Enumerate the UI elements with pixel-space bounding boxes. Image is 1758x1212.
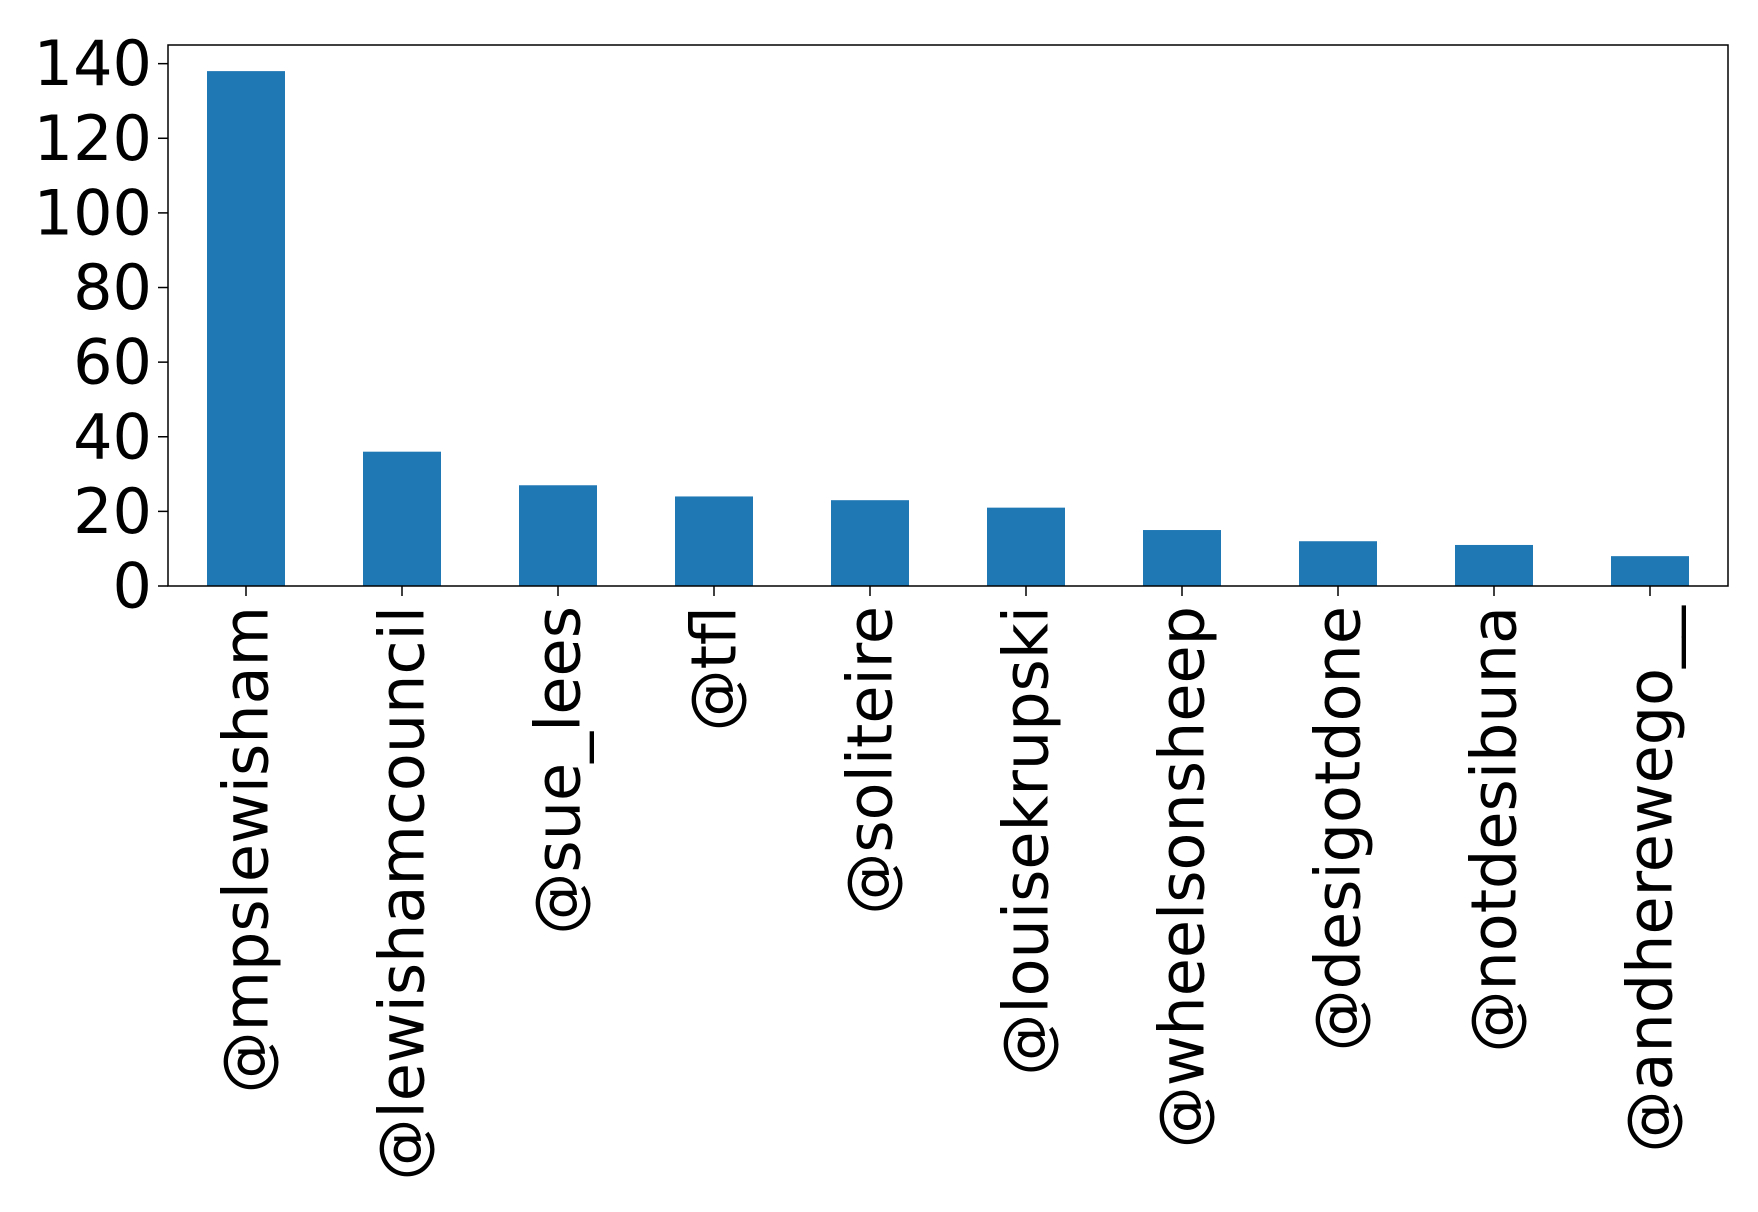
plot-frame — [167, 44, 1729, 587]
bar-wheelsonsheep — [1143, 530, 1221, 586]
x-tick-label: @andherewego__ — [1614, 605, 1687, 1152]
y-tick-label: 100 — [34, 176, 152, 249]
y-tick-label: 80 — [73, 251, 152, 324]
y-tick-label: 40 — [73, 400, 152, 473]
bar-tfl — [675, 496, 753, 586]
x-tick-label: @wheelsonsheep — [1146, 606, 1219, 1148]
x-tick-label: @tfl — [678, 606, 751, 731]
bar-soliteire — [831, 500, 909, 586]
bar-sue_lees — [519, 485, 597, 586]
bar-mpslewisham — [207, 71, 285, 586]
y-tick-label: 60 — [73, 326, 152, 399]
y-tick-label: 20 — [73, 475, 152, 548]
y-tick-label: 120 — [34, 102, 152, 175]
bar-louisekrupski — [987, 507, 1065, 586]
bar-andherewego__ — [1611, 556, 1689, 586]
y-tick-label: 140 — [34, 27, 152, 100]
x-tick-label: @soliteire — [834, 606, 907, 915]
bar-lewishamcouncil — [363, 451, 441, 586]
x-tick-label: @lewishamcouncil — [366, 606, 439, 1180]
x-tick-label: @louisekrupski — [990, 606, 1063, 1076]
bars-group — [207, 71, 1689, 586]
bar-desigotdone — [1299, 541, 1377, 586]
x-tick-label: @desigotdone — [1302, 606, 1375, 1051]
bar-notdesibuna — [1455, 544, 1533, 586]
x-tick-label: @mpslewisham — [210, 606, 283, 1093]
y-tick-label: 0 — [113, 550, 152, 623]
x-tick-label: @notdesibuna — [1458, 606, 1531, 1053]
x-tick-label: @sue_lees — [522, 606, 595, 935]
x-axis: @mpslewisham @lewishamcouncil @sue_lees @tf… — [210, 586, 1687, 1180]
